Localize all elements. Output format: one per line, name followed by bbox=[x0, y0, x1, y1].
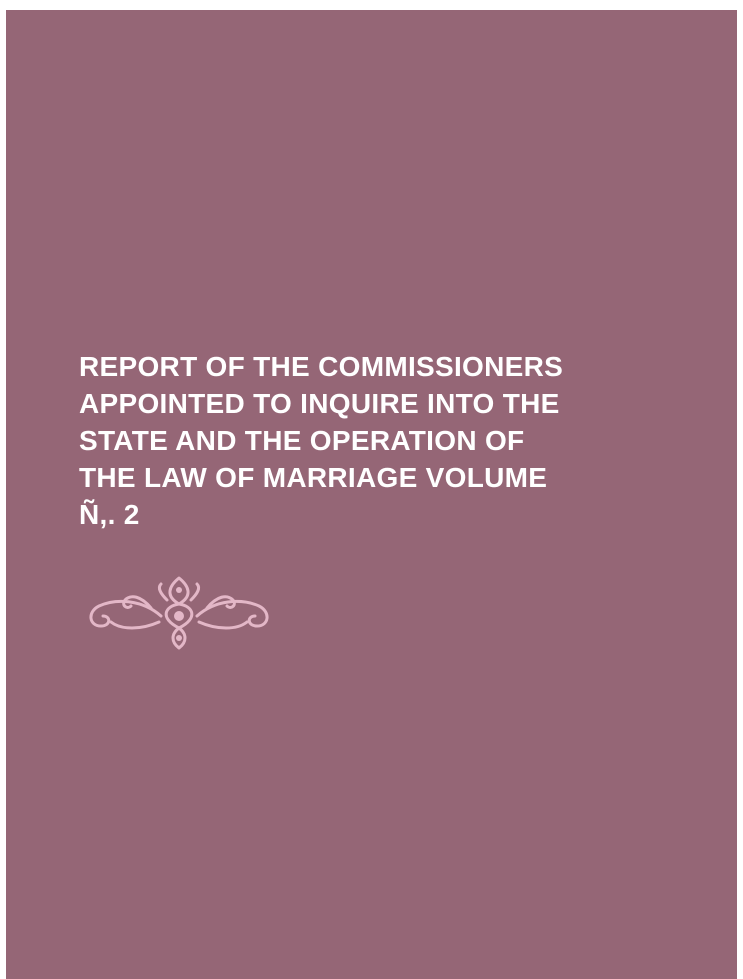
title-line: STATE AND THE OPERATION OF bbox=[79, 425, 525, 456]
title-line: Ñ,. 2 bbox=[79, 499, 140, 530]
book-cover: REPORT OF THE COMMISSIONERS APPOINTED TO… bbox=[6, 10, 737, 979]
book-title: REPORT OF THE COMMISSIONERS APPOINTED TO… bbox=[79, 348, 719, 533]
floral-scroll-ornament-icon bbox=[89, 576, 269, 650]
title-line: APPOINTED TO INQUIRE INTO THE bbox=[79, 388, 560, 419]
title-line: THE LAW OF MARRIAGE VOLUME bbox=[79, 462, 548, 493]
title-line: REPORT OF THE COMMISSIONERS bbox=[79, 351, 564, 382]
